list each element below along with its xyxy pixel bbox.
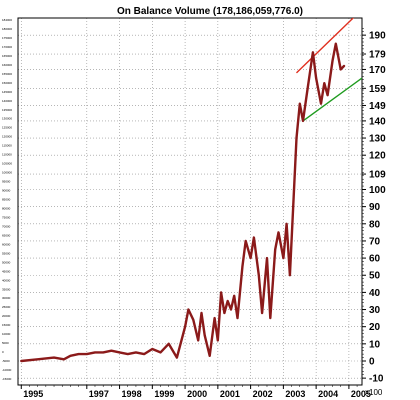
y-tick-label-left: 135000 <box>2 108 12 112</box>
series-layer <box>20 42 346 363</box>
y-tick-label-left: 160000 <box>2 63 12 67</box>
chart-title: On Balance Volume (178,186,059,776.0) <box>117 6 303 17</box>
y-tick-label-left: 105000 <box>2 162 12 166</box>
y-tick-label-left: -10000 <box>2 368 12 372</box>
y-tick-label-left: 65000 <box>2 233 11 237</box>
y-tick-label-left: 155000 <box>2 72 12 76</box>
unit-label: x100 <box>365 388 383 397</box>
y-tick-label-left: 184000 <box>2 18 12 22</box>
plot-frame <box>17 17 363 386</box>
axis-layer <box>17 17 366 389</box>
x-tick-label: 1998 <box>122 389 142 399</box>
y-tick-label-right: 0 <box>369 356 375 367</box>
y-tick-label-left: 55000 <box>2 251 11 255</box>
y-tick-label-left: 45000 <box>2 269 11 273</box>
y-tick-label-right: 179 <box>369 50 386 61</box>
trendline <box>295 18 355 74</box>
y-tick-label-right: 130 <box>369 134 386 145</box>
y-tick-label-left: 115000 <box>2 144 12 148</box>
y-tick-label-right: 140 <box>369 116 386 127</box>
y-tick-label-left: 110000 <box>2 153 12 157</box>
y-tick-label-right: 90 <box>369 202 381 213</box>
obv-series-line <box>20 42 346 363</box>
y-tick-label-right: 120 <box>369 151 386 162</box>
y-tick-label-left: 40000 <box>2 278 11 282</box>
y-tick-label-left: 140000 <box>2 99 12 103</box>
y-tick-label-left: 165000 <box>2 54 12 58</box>
y-tick-label-right: 60 <box>369 254 381 265</box>
x-tick-label: 2001 <box>220 389 240 399</box>
trendline <box>302 77 362 122</box>
y-tick-label-left: 70000 <box>2 224 11 228</box>
x-tick-label: 2004 <box>318 389 338 399</box>
y-tick-label-left: 145000 <box>2 90 12 94</box>
y-tick-label-right: 20 <box>369 322 381 333</box>
x-tick-label: 1997 <box>89 389 109 399</box>
x-tick-label: 2003 <box>285 389 305 399</box>
y-tick-label-left: 60000 <box>2 242 11 246</box>
y-tick-label-right: 50 <box>369 271 381 282</box>
x-tick-label: 1995 <box>23 389 43 399</box>
y-tick-label-left: 170000 <box>2 45 12 49</box>
y-tick-label-left: 90000 <box>2 189 11 193</box>
y-tick-label-left: 30000 <box>2 296 11 300</box>
x-tick-label: 1999 <box>154 389 174 399</box>
trendline-layer <box>295 18 362 122</box>
y-tick-label-right: 70 <box>369 236 381 247</box>
y-tick-label-left: 20000 <box>2 314 11 318</box>
x-tick-label: 2002 <box>253 389 273 399</box>
y-tick-label-left: -15000 <box>2 377 12 381</box>
y-tick-label-left: 100000 <box>2 171 12 175</box>
y-tick-label-left: 0 <box>2 350 4 354</box>
y-tick-label-right: 40 <box>369 288 381 299</box>
y-tick-label-left: -5000 <box>2 359 10 363</box>
y-tick-label-left: 75000 <box>2 215 11 219</box>
y-tick-label-right: 109 <box>369 170 386 181</box>
y-tick-label-right: 80 <box>369 219 381 230</box>
tick-label-layer: 1901791701591491401301201091009080706050… <box>2 18 386 399</box>
x-tick-label: 2000 <box>187 389 207 399</box>
y-tick-label-right: 149 <box>369 101 386 112</box>
y-tick-label-left: 80000 <box>2 206 11 210</box>
y-tick-label-left: 85000 <box>2 198 11 202</box>
y-tick-label-left: 130000 <box>2 117 12 121</box>
y-tick-label-right: -10 <box>369 374 384 385</box>
y-tick-label-right: 100 <box>369 185 386 196</box>
grid-layer <box>18 18 362 385</box>
y-tick-label-left: 50000 <box>2 260 11 264</box>
y-tick-label-left: 125000 <box>2 126 12 130</box>
x-tick-label: 2005 <box>351 389 371 399</box>
y-tick-label-left: 35000 <box>2 287 11 291</box>
y-tick-label-left: 5000 <box>2 341 9 345</box>
y-tick-label-left: 10000 <box>2 332 11 336</box>
y-tick-label-right: 10 <box>369 339 381 350</box>
y-tick-label-right: 170 <box>369 65 386 76</box>
y-tick-label-right: 30 <box>369 305 381 316</box>
y-tick-label-left: 25000 <box>2 305 11 309</box>
y-tick-label-right: 190 <box>369 31 386 42</box>
y-tick-label-left: 15000 <box>2 323 11 327</box>
y-tick-label-left: 150000 <box>2 81 12 85</box>
y-tick-label-left: 175000 <box>2 36 12 40</box>
y-tick-label-left: 180000 <box>2 27 12 31</box>
y-tick-label-left: 120000 <box>2 135 12 139</box>
y-tick-label-right: 159 <box>369 84 386 95</box>
y-tick-label-left: 95000 <box>2 180 11 184</box>
